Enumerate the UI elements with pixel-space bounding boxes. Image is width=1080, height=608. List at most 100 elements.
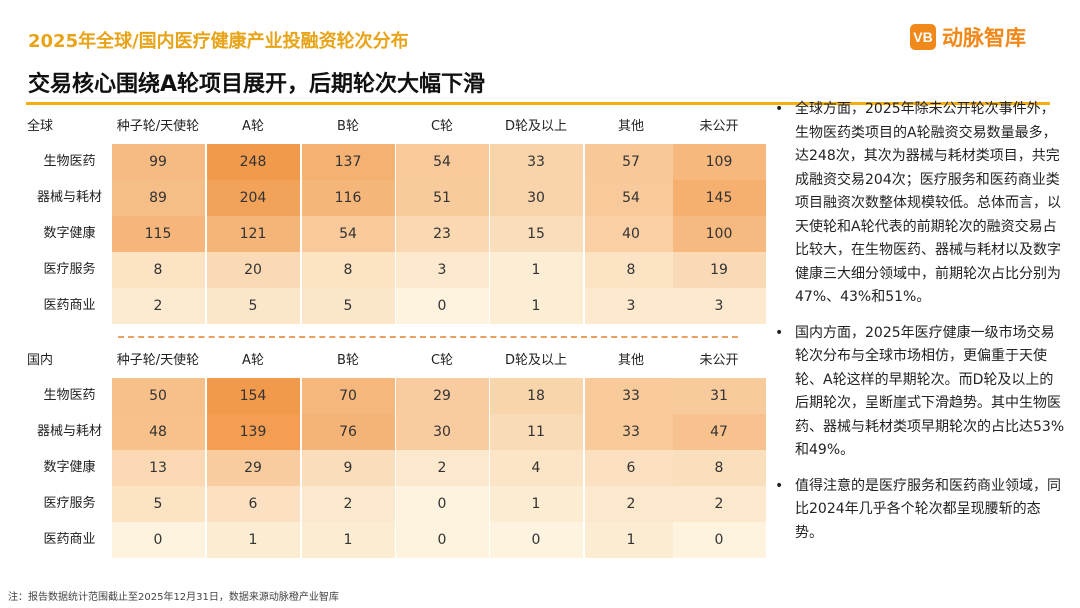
logo-icon: VB (910, 24, 936, 50)
column-header: 未公开 (699, 353, 739, 368)
column-header: C轮 (430, 353, 454, 368)
column-header: 种子轮/天使轮 (116, 353, 200, 368)
page-headline: 交易核心围绕A轮项目展开，后期轮次大幅下滑 (28, 72, 486, 97)
heatmap-cell: 99 (111, 144, 205, 180)
column-header: 种子轮/天使轮 (116, 119, 200, 134)
insight-list: • 全球方面，2025年除未公开轮次事件外，生物医药类项目的A轮融资交易数量最多… (775, 98, 1065, 557)
heatmap-cell: 0 (672, 522, 766, 558)
heatmap-cell: 137 (301, 144, 395, 180)
column-header: 未公开 (699, 119, 739, 134)
heatmap-cell: 3 (672, 288, 766, 324)
heatmap-cell: 1 (489, 288, 583, 324)
column-header: A轮 (242, 353, 264, 368)
row-label: 生物医药 (43, 154, 96, 169)
heatmap-cell: 121 (206, 216, 300, 252)
heatmap-header: 国内 种子轮/天使轮 A轮 B轮 C轮 D轮及以上 其他 未公开 (22, 350, 762, 372)
heatmap-region-title: 国内 (27, 353, 54, 368)
heatmap-cell: 204 (206, 180, 300, 216)
heatmap-cell: 1 (206, 522, 300, 558)
heatmap-cell: 11 (489, 414, 583, 450)
insight-item: • 值得注意的是医疗服务和医药商业领域，同比2024年几乎各个轮次都呈现腰斩的态… (775, 475, 1065, 546)
heatmap-cell: 1 (489, 252, 583, 288)
column-header: B轮 (337, 119, 359, 134)
heatmap-cell: 0 (395, 288, 489, 324)
heatmap-cell: 3 (395, 252, 489, 288)
heatmap-cell: 23 (395, 216, 489, 252)
heatmap-cell: 20 (206, 252, 300, 288)
logo-text: 动脉智库 (942, 26, 1026, 50)
heatmap-cell: 8 (111, 252, 205, 288)
row-label: 医疗服务 (43, 496, 96, 511)
column-header: C轮 (430, 119, 454, 134)
heatmap-global: 全球 种子轮/天使轮 A轮 B轮 C轮 D轮及以上 其他 未公开 生物医药 99 248 137 54 3… (22, 116, 766, 326)
heatmap-cell: 2 (584, 486, 678, 522)
column-header: B轮 (337, 353, 359, 368)
heatmap-cell: 29 (206, 450, 300, 486)
heatmap-cell: 5 (301, 288, 395, 324)
column-header: D轮及以上 (504, 119, 567, 134)
row-label: 医疗服务 (43, 262, 96, 277)
section-divider (118, 336, 738, 338)
heatmap-cell: 139 (206, 414, 300, 450)
insight-item: • 全球方面，2025年除未公开轮次事件外，生物医药类项目的A轮融资交易数量最多… (775, 98, 1065, 310)
heatmap-cell: 116 (301, 180, 395, 216)
heatmap-cell: 30 (489, 180, 583, 216)
bullet-icon: • (775, 477, 784, 494)
heatmap-cell: 33 (489, 144, 583, 180)
row-label: 生物医药 (43, 388, 96, 403)
heatmap-cell: 70 (301, 378, 395, 414)
heatmap-cell: 54 (584, 180, 678, 216)
heatmap-cell: 18 (489, 378, 583, 414)
heatmap-cell: 8 (301, 252, 395, 288)
heatmap-cell: 33 (584, 378, 678, 414)
heatmap-cell: 1 (584, 522, 678, 558)
heatmap-cell: 29 (395, 378, 489, 414)
heatmap-cell: 115 (111, 216, 205, 252)
insight-text: 国内方面，2025年医疗健康一级市场交易轮次分布与全球市场相仿，更偏重于天使轮、… (795, 324, 1065, 459)
footnote: 注：报告数据统计范围截止至2025年12月31日，数据来源动脉橙产业智库 (8, 592, 339, 603)
heatmap-cell: 2 (672, 486, 766, 522)
heatmap-cell: 248 (206, 144, 300, 180)
heatmap-cell: 2 (111, 288, 205, 324)
heatmap-cell: 100 (672, 216, 766, 252)
heatmap-header: 全球 种子轮/天使轮 A轮 B轮 C轮 D轮及以上 其他 未公开 (22, 116, 762, 138)
title-underline (26, 102, 1050, 105)
heatmap-cell: 6 (206, 486, 300, 522)
heatmap-cell: 13 (111, 450, 205, 486)
heatmap-cell: 30 (395, 414, 489, 450)
column-header: 其他 (617, 353, 644, 368)
heatmap-cell: 1 (301, 522, 395, 558)
heatmap-cell: 6 (584, 450, 678, 486)
heatmap-cell: 19 (672, 252, 766, 288)
heatmap-cell: 40 (584, 216, 678, 252)
heatmap-cell: 0 (395, 486, 489, 522)
heatmap-cell: 47 (672, 414, 766, 450)
heatmap-cell: 1 (489, 486, 583, 522)
row-label: 器械与耗材 (36, 424, 102, 439)
heatmap-domestic: 国内 种子轮/天使轮 A轮 B轮 C轮 D轮及以上 其他 未公开 生物医药 50 154 70 29 18… (22, 350, 766, 560)
heatmap-cell: 0 (489, 522, 583, 558)
heatmap-cell: 50 (111, 378, 205, 414)
brand-logo: VB 动脉智库 (910, 22, 1026, 52)
column-header: A轮 (242, 119, 264, 134)
heatmap-cell: 3 (584, 288, 678, 324)
heatmap-cell: 109 (672, 144, 766, 180)
heatmap-cell: 57 (584, 144, 678, 180)
report-section-title: 2025年全球/国内医疗健康产业投融资轮次分布 (28, 31, 409, 52)
heatmap-cell: 4 (489, 450, 583, 486)
heatmap-cell: 5 (206, 288, 300, 324)
heatmap-cell: 5 (111, 486, 205, 522)
insight-text: 全球方面，2025年除未公开轮次事件外，生物医药类项目的A轮融资交易数量最多，达… (795, 101, 1061, 305)
heatmap-cell: 76 (301, 414, 395, 450)
row-label: 器械与耗材 (36, 190, 102, 205)
heatmap-cell: 31 (672, 378, 766, 414)
heatmap-cell: 145 (672, 180, 766, 216)
heatmap-cell: 8 (584, 252, 678, 288)
heatmap-cell: 154 (206, 378, 300, 414)
column-header: D轮及以上 (504, 353, 567, 368)
heatmap-cell: 0 (111, 522, 205, 558)
heatmap-cell: 2 (301, 486, 395, 522)
heatmap-cell: 8 (672, 450, 766, 486)
heatmap-cell: 89 (111, 180, 205, 216)
heatmap-cell: 0 (395, 522, 489, 558)
